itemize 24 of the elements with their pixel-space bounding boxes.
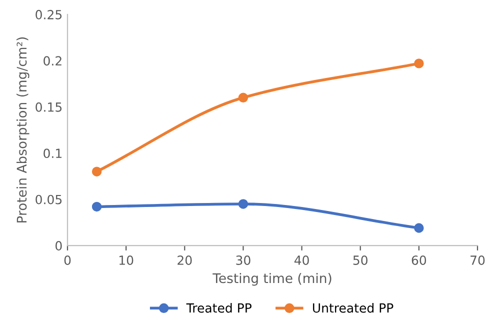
x-tick-label: 40 (294, 256, 309, 265)
legend-label: Treated PP (186, 303, 252, 313)
point (238, 92, 248, 103)
x-tick-label: 30 (236, 256, 250, 265)
x-tick-label: 50 (353, 256, 368, 265)
y-tick-label: 0.2 (44, 56, 62, 66)
y-tick-label: 0 (56, 241, 62, 250)
legend-label: Untreated PP (312, 303, 394, 313)
y-axis-title: Protein Absorption (mg/cm²) (16, 37, 30, 222)
x-tick-label: 10 (119, 256, 134, 265)
point (414, 58, 424, 68)
point (92, 166, 102, 176)
y-tick-label: 0.1 (44, 148, 62, 158)
point (92, 202, 102, 212)
x-tick-label: 60 (412, 256, 426, 265)
y-tick-label: 0.25 (36, 10, 62, 20)
x-axis-title: Testing time (min) (212, 272, 332, 286)
x-tick-label: 70 (470, 256, 485, 265)
point (414, 223, 424, 233)
x-tick-label: 0 (64, 256, 71, 265)
point (238, 199, 248, 209)
y-tick-label: 0.15 (36, 102, 62, 112)
y-tick-label: 0.05 (36, 194, 62, 204)
x-tick-label: 20 (178, 256, 192, 265)
